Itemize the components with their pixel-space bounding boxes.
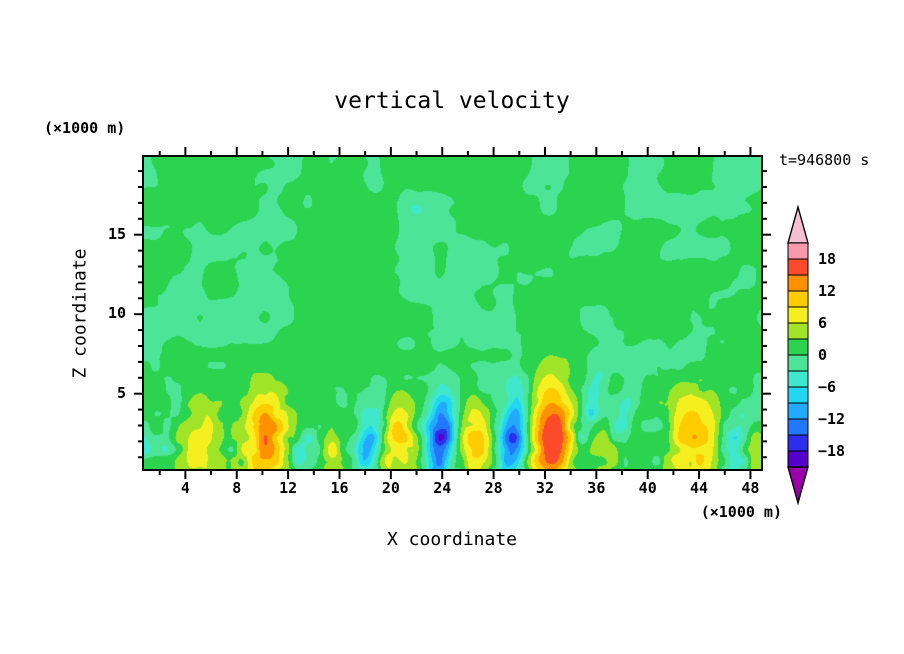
colorbar-label: 6 xyxy=(818,314,827,332)
colorbar-arrow-under xyxy=(787,466,809,506)
colorbar-segment xyxy=(787,370,809,388)
colorbar-arrow-over xyxy=(787,204,809,244)
z-axis-units: (×1000 m) xyxy=(44,119,126,137)
colorbar-segment xyxy=(787,322,809,340)
colorbar-label: 12 xyxy=(818,282,836,300)
colorbar-segment xyxy=(787,434,809,452)
colorbar-segment xyxy=(787,402,809,420)
colorbar-segment xyxy=(787,386,809,404)
colorbar: 18 12 6 0 −6 −12 −18 xyxy=(787,204,845,506)
z-tick-label: 10 xyxy=(107,304,126,323)
time-annotation: t=946800 s xyxy=(779,151,870,169)
colorbar-segment xyxy=(787,354,809,372)
z-tick-label: 5 xyxy=(116,383,126,402)
x-axis-units: (×1000 m) xyxy=(700,503,782,521)
x-tick-label: 28 xyxy=(484,479,503,497)
x-tick-label: 36 xyxy=(587,479,606,497)
x-tick-label: 20 xyxy=(381,479,400,497)
x-tick-label: 12 xyxy=(279,479,298,497)
colorbar-segment xyxy=(787,274,809,292)
colorbar-segment xyxy=(787,338,809,356)
colorbar-segment xyxy=(787,258,809,276)
x-tick-label: 24 xyxy=(433,479,452,497)
colorbar-segment xyxy=(787,450,809,468)
colorbar-segment xyxy=(787,306,809,324)
colorbar-label: −12 xyxy=(818,410,845,428)
x-axis-label: X coordinate xyxy=(386,529,518,550)
colorbar-label: −18 xyxy=(818,442,845,460)
x-tick-label: 44 xyxy=(690,479,709,497)
colorbar-label: 18 xyxy=(818,250,836,268)
x-tick-label: 48 xyxy=(741,479,760,497)
z-tick-label: 15 xyxy=(107,224,126,243)
chart-title: vertical velocity xyxy=(334,88,570,114)
colorbar-segment xyxy=(787,418,809,436)
x-tick-label: 16 xyxy=(330,479,349,497)
x-tick-label: 40 xyxy=(638,479,657,497)
x-tick-label: 32 xyxy=(535,479,554,497)
colorbar-segment xyxy=(787,290,809,308)
x-tick-label: 8 xyxy=(232,479,242,497)
contour-field xyxy=(143,156,762,470)
colorbar-label: −6 xyxy=(818,378,836,396)
x-tick-label: 4 xyxy=(180,479,190,497)
colorbar-segment xyxy=(787,242,809,260)
colorbar-label: 0 xyxy=(818,346,827,364)
